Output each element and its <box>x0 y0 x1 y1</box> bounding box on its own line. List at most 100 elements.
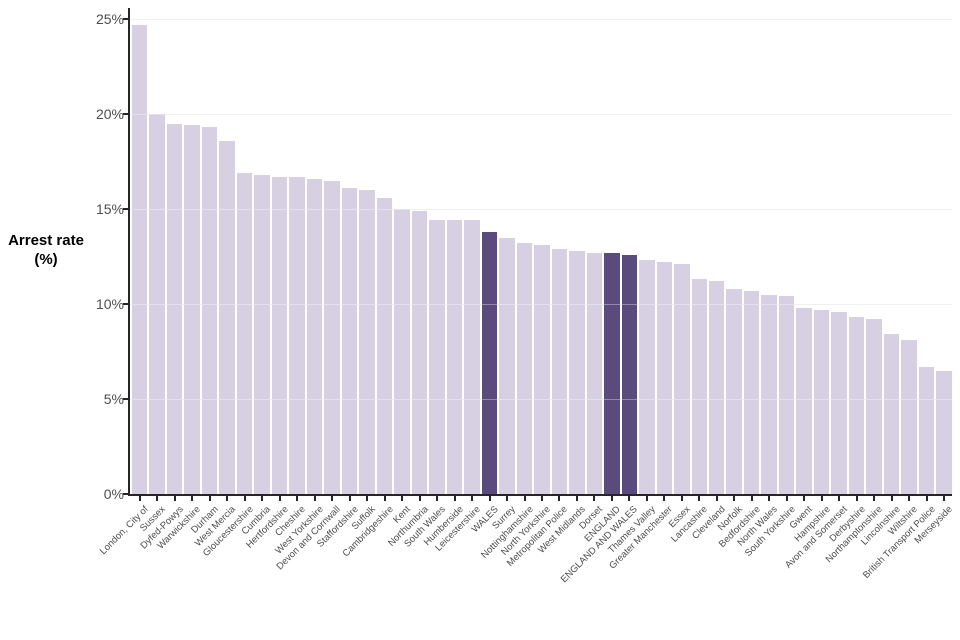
bar-cleveland <box>708 281 725 494</box>
y-axis-line <box>128 8 130 495</box>
bar-north-wales <box>761 294 777 494</box>
bar-kent <box>394 209 410 494</box>
y-tick-mark <box>123 493 128 495</box>
x-tick-mark <box>593 495 596 501</box>
y-tick-label: 0% <box>103 486 124 502</box>
bar-leicestershire <box>464 220 480 494</box>
bar-bedfordshire <box>743 290 760 494</box>
x-tick-mark <box>541 495 543 501</box>
x-tick-mark <box>278 495 281 501</box>
bar-derbyshire <box>848 317 865 494</box>
bar-northumbria <box>411 210 428 494</box>
y-tick-mark <box>123 113 128 115</box>
x-tick-mark <box>313 495 316 501</box>
x-tick-mark <box>610 495 613 501</box>
bar-norfolk <box>726 288 742 494</box>
y-tick-label: 5% <box>103 391 124 407</box>
bar-metropolitan-police <box>551 248 568 494</box>
x-tick-mark <box>855 495 858 501</box>
x-axis-line <box>128 494 952 496</box>
bar-surrey <box>499 237 515 494</box>
x-tick-mark <box>261 495 264 501</box>
bar-lincolnshire <box>883 334 900 494</box>
bar-hampshire <box>813 309 830 494</box>
y-tick-label: 25% <box>95 11 124 27</box>
bar-staffordshire <box>341 188 358 494</box>
x-tick-mark <box>943 495 946 501</box>
bar-northamptonshire <box>866 319 882 494</box>
y-tick-mark <box>123 208 128 210</box>
x-tick-mark <box>471 495 474 501</box>
bar-greater-manchester <box>656 262 673 494</box>
x-tick-mark <box>820 495 823 501</box>
bar-merseyside <box>936 370 952 494</box>
y-axis-title: Arrest rate (%) <box>8 232 84 268</box>
x-tick-mark <box>733 495 736 501</box>
x-tick-mark <box>908 495 911 501</box>
x-tick-mark <box>436 495 439 501</box>
x-tick-mark <box>715 495 718 501</box>
x-tick-mark <box>925 495 928 501</box>
x-tick-mark <box>838 495 841 501</box>
x-tick-mark <box>191 495 194 501</box>
bar-west-midlands <box>569 250 585 494</box>
x-tick-mark <box>383 495 386 501</box>
x-tick-mark <box>138 495 141 501</box>
bar-england-and-wales <box>621 254 638 494</box>
bar-warwickshire <box>184 125 200 494</box>
bar-wiltshire <box>901 340 917 494</box>
x-tick-mark <box>208 495 211 501</box>
x-tick-mark <box>453 495 456 501</box>
x-tick-mark <box>156 495 159 501</box>
bar-nottinghamshire <box>516 243 533 494</box>
bar-avon-and-somerset <box>831 311 847 494</box>
bar-south-yorkshire <box>778 296 795 494</box>
bar-england <box>604 252 620 494</box>
x-tick-mark <box>803 495 806 501</box>
x-tick-mark <box>575 495 578 501</box>
y-tick-mark <box>123 398 128 400</box>
bar-devon-and-cornwall <box>324 180 340 494</box>
x-tick-mark <box>418 495 421 501</box>
x-tick-mark <box>348 495 351 501</box>
x-tick-mark <box>523 495 526 501</box>
bar-north-yorkshire <box>534 245 550 494</box>
x-tick-mark <box>645 495 648 501</box>
x-tick-mark <box>768 495 771 501</box>
bar-south-wales <box>429 220 445 494</box>
bar-london-city-of <box>132 24 148 494</box>
x-tick-mark <box>506 495 509 501</box>
bar-durham <box>201 127 218 494</box>
x-tick-mark <box>750 495 753 501</box>
bar-west-mercia <box>219 140 235 494</box>
bar-west-yorkshire <box>306 178 323 494</box>
y-tick-mark <box>123 303 128 305</box>
gridline-20pct <box>130 113 952 115</box>
bar-hertfordshire <box>271 176 288 494</box>
bar-lancashire <box>691 279 707 494</box>
bar-thames-valley <box>639 260 655 494</box>
bar-gwent <box>796 307 812 494</box>
bar-humberside <box>446 220 463 494</box>
x-tick-mark <box>663 495 666 501</box>
x-tick-mark <box>785 495 788 501</box>
bar-sussex <box>149 114 165 494</box>
x-tick-mark <box>366 495 369 501</box>
x-tick-mark <box>296 495 299 501</box>
y-tick-label: 15% <box>95 201 124 217</box>
bar-cambridgeshire <box>376 197 393 494</box>
x-tick-mark <box>488 495 491 501</box>
bar-cheshire <box>289 176 305 494</box>
x-tick-mark <box>226 495 229 501</box>
y-tick-label: 20% <box>95 106 124 122</box>
x-tick-mark <box>628 495 631 501</box>
x-tick-mark <box>698 495 701 501</box>
bar-british-transport-police <box>918 366 935 494</box>
bar-gloucestershire <box>236 172 253 494</box>
x-tick-mark <box>680 495 683 501</box>
x-tick-mark <box>243 495 246 501</box>
x-tick-mark <box>873 495 876 501</box>
y-tick-mark <box>123 18 128 20</box>
y-tick-label: 10% <box>95 296 124 312</box>
